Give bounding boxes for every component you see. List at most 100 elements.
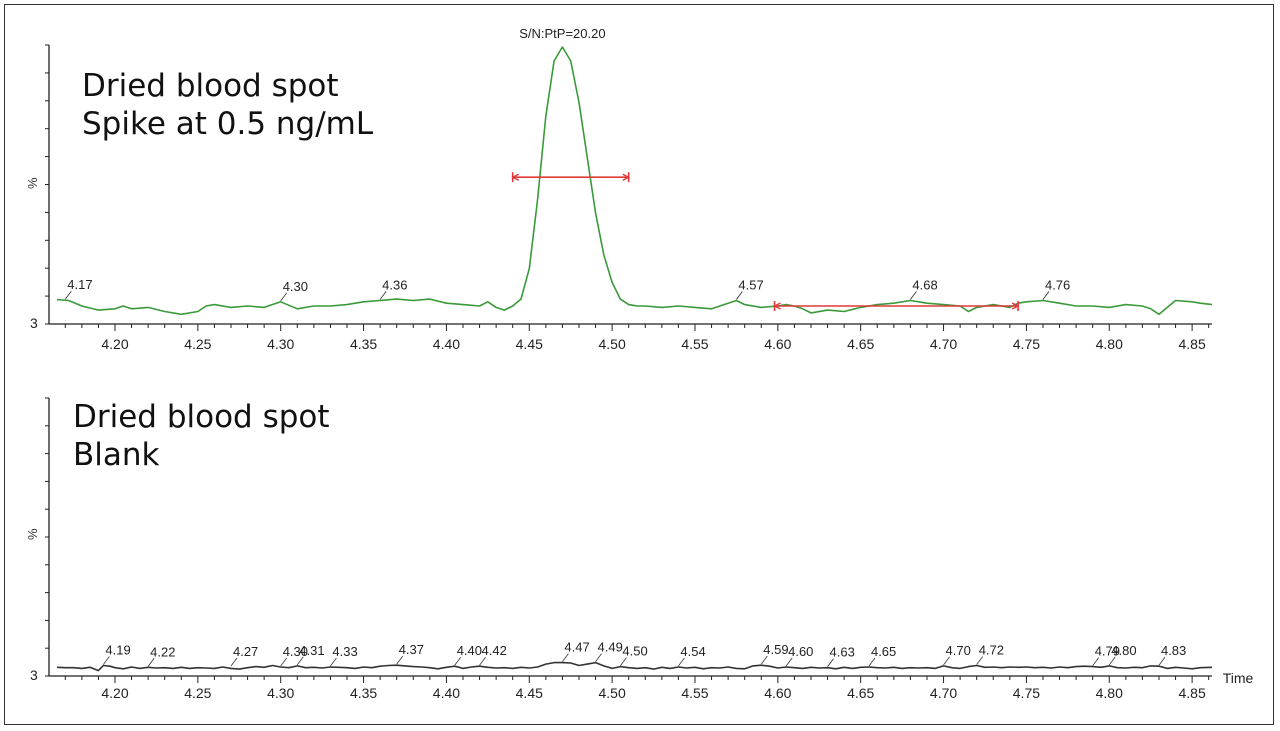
panel1-range-arrow-right — [622, 173, 631, 181]
panel1-peak-label: 4.57 — [738, 277, 763, 292]
panel1-x-tick-label: 4.40 — [433, 336, 460, 352]
panel2-peak-label: 4.54 — [680, 644, 705, 659]
panel1-x-tick-label: 4.55 — [681, 336, 708, 352]
panel2-peak-leader — [1158, 656, 1166, 666]
figure-frame — [4, 4, 1274, 725]
panel2-peak-label: 4.19 — [105, 643, 130, 658]
panel2-peak-leader — [595, 653, 602, 662]
panel1-peak-label: 4.76 — [1045, 277, 1070, 292]
panel2-x-tick-label: 4.45 — [516, 685, 543, 701]
panel2-peak-label: 4.40 — [457, 643, 482, 658]
panel1-peak-leader — [379, 291, 387, 300]
panel2-peak-leader — [296, 656, 304, 666]
panel2-peak-label: 4.31 — [299, 643, 324, 658]
panel1-range-arrow-right — [1011, 302, 1020, 310]
panel2-peak-leader — [620, 657, 627, 666]
panel2-peak-leader — [1108, 656, 1116, 666]
panel2-peak-label: 4.37 — [399, 642, 424, 657]
panel-label-top: Dried blood spot Spike at 0.5 ng/mL — [82, 67, 373, 143]
panel2-y-symbol: % — [25, 528, 40, 540]
panel2-peak-label: 4.72 — [979, 643, 1004, 658]
panel1-x-tick-label: 4.20 — [101, 336, 128, 352]
panel1-peak-label: 4.68 — [912, 277, 937, 292]
panel2-peak-leader — [454, 656, 462, 666]
panel2-y-base-label: 3 — [30, 667, 38, 683]
panel1-x-tick-label: 4.45 — [516, 336, 543, 352]
panel2-peak-label: 4.50 — [622, 644, 647, 659]
panel1-peak-label: S/N:PtP=20.20 — [519, 26, 605, 41]
panel1-y-base-label: 3 — [30, 315, 38, 331]
panel1-range-arrow-left — [511, 173, 520, 181]
panel2-peak-leader — [678, 657, 685, 667]
panel-label-top-line1: Dried blood spot — [82, 68, 339, 104]
panel2-peak-leader — [396, 655, 404, 665]
panel2-peak-label: 4.70 — [946, 643, 971, 658]
panel2-peak-label: 4.22 — [150, 644, 175, 659]
panel-label-top-line2: Spike at 0.5 ng/mL — [82, 106, 374, 142]
panel1-peak-leader — [64, 290, 72, 300]
panel1-x-tick-label: 4.70 — [930, 336, 957, 352]
panel2-x-tick-label: 4.50 — [599, 685, 626, 701]
panel1-x-tick-label: 4.75 — [1013, 336, 1040, 352]
panel2-peak-leader — [280, 657, 288, 667]
panel1-range-arrow-left — [772, 302, 781, 310]
panel2-x-tick-label: 4.75 — [1013, 685, 1040, 701]
panel1-peak-leader — [1042, 291, 1050, 300]
panel2-x-tick-label: 4.30 — [267, 685, 294, 701]
panel2-peak-label: 4.30 — [283, 644, 308, 659]
panel1-peak-label: 4.36 — [382, 277, 407, 292]
panel2-peak-label: 4.80 — [1111, 643, 1136, 658]
panel1-x-tick-label: 4.50 — [599, 336, 626, 352]
panel2-x-tick-label: 4.80 — [1096, 685, 1123, 701]
panel1-peak-label: 4.30 — [283, 279, 308, 294]
panel2-peak-leader — [147, 658, 155, 667]
panel2-x-tick-label: 4.60 — [764, 685, 791, 701]
panel-label-bottom: Dried blood spot Blank — [73, 398, 330, 474]
panel1-peak-label: 4.17 — [67, 277, 92, 292]
panel1-x-tick-label: 4.25 — [184, 336, 211, 352]
panel2-x-tick-label: 4.70 — [930, 685, 957, 701]
panel2-x-tick-label: 4.20 — [101, 685, 128, 701]
panel2-peak-label: 4.47 — [564, 640, 589, 655]
panel-label-bottom-line2: Blank — [73, 437, 160, 473]
panel2-peak-leader — [330, 657, 337, 667]
panel2-x-tick-label: 4.25 — [184, 685, 211, 701]
panel2-x-tick-label: 4.55 — [681, 685, 708, 701]
panel1-x-tick-label: 4.35 — [350, 336, 377, 352]
panel2-x-tick-label: 4.65 — [847, 685, 874, 701]
panel2-peak-label: 4.83 — [1161, 643, 1186, 658]
panel1-x-tick-label: 4.65 — [847, 336, 874, 352]
panel2-x-tick-label: 4.40 — [433, 685, 460, 701]
panel2-peak-leader — [230, 657, 238, 667]
panel2-peak-leader — [103, 656, 110, 665]
panel2-peak-leader — [868, 657, 876, 667]
panel2-peak-label: 4.27 — [233, 644, 258, 659]
panel1-peak-leader — [280, 292, 288, 302]
panel1-x-tick-label: 4.30 — [267, 336, 294, 352]
panel2-peak-leader — [976, 656, 984, 665]
panel2-peak-label: 4.42 — [482, 643, 507, 658]
panel2-peak-leader — [785, 657, 793, 667]
panel2-peak-leader — [479, 656, 486, 666]
panel2-peak-label: 4.33 — [332, 644, 357, 659]
panel2-peak-label: 4.65 — [871, 644, 896, 659]
panel2-peak-label: 4.79 — [1095, 644, 1120, 659]
panel2-peak-leader — [760, 655, 768, 665]
panel1-x-tick-label: 4.85 — [1178, 336, 1205, 352]
panel2-x-axis-label: Time — [1223, 670, 1254, 686]
panel2-peak-label: 4.60 — [788, 644, 813, 659]
panel2-peak-label: 4.59 — [763, 642, 788, 657]
panel-label-bottom-line1: Dried blood spot — [73, 399, 330, 435]
panel1-x-tick-label: 4.60 — [764, 336, 791, 352]
panel2-x-tick-label: 4.35 — [350, 685, 377, 701]
panel2-series-line — [56, 661, 1213, 672]
panel1-peak-leader — [736, 291, 743, 300]
panel2-peak-leader — [1092, 657, 1100, 666]
panel1-x-tick-label: 4.80 — [1096, 336, 1123, 352]
panel2-peak-label: 4.63 — [830, 645, 855, 660]
panel2-peak-leader — [827, 658, 834, 667]
panel2-peak-label: 4.49 — [598, 640, 623, 655]
panel1-peak-leader — [910, 291, 917, 300]
panel1-y-symbol: % — [25, 177, 40, 189]
